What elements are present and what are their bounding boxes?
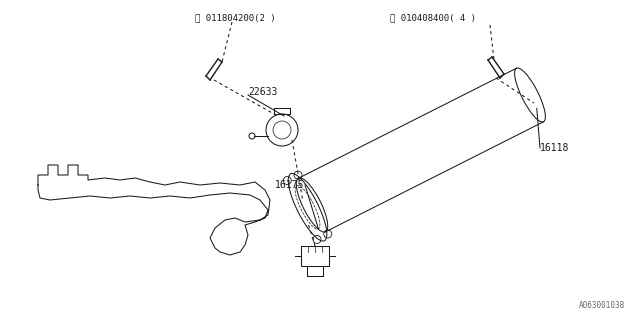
Text: 16175: 16175 bbox=[275, 180, 305, 190]
Text: A063001038: A063001038 bbox=[579, 301, 625, 310]
Text: 16118: 16118 bbox=[540, 143, 570, 153]
Text: Ⓑ 010408400( 4 ): Ⓑ 010408400( 4 ) bbox=[390, 13, 476, 22]
Text: Ⓢ 011804200(2 ): Ⓢ 011804200(2 ) bbox=[195, 13, 276, 22]
Text: 22633: 22633 bbox=[248, 87, 277, 97]
